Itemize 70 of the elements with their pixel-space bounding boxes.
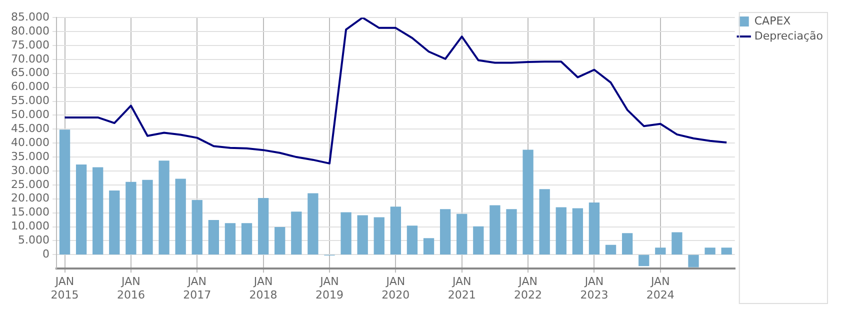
y-tick-label: 35.000: [10, 150, 50, 163]
bar: [291, 212, 302, 254]
bar: [605, 244, 616, 254]
bar: [423, 238, 434, 254]
bar: [109, 190, 120, 254]
bar: [440, 209, 451, 254]
x-tick-label: JAN 2023: [580, 275, 608, 302]
bar: [406, 226, 418, 254]
y-tick-label: 10.000: [10, 220, 50, 233]
y-tick-label: 75.000: [10, 38, 50, 52]
y-tick-label: 45.000: [10, 122, 50, 136]
legend-label: CAPEX: [754, 14, 792, 28]
bar: [655, 248, 666, 254]
y-tick-label: 25.000: [10, 178, 50, 191]
bar: [241, 223, 252, 254]
bar: [672, 232, 682, 254]
y-tick-label: 40.000: [10, 136, 50, 149]
x-tick-label: JAN 2024: [646, 275, 674, 302]
y-tick-label: 70.000: [10, 52, 50, 66]
x-tick-label: JAN 2016: [116, 275, 145, 302]
y-tick-label: 50.000: [10, 108, 50, 122]
bar: [224, 223, 236, 254]
y-tick-label: 30.000: [10, 164, 50, 177]
bar: [308, 193, 318, 254]
bar: [76, 164, 87, 254]
x-tick-label: JAN 2015: [50, 275, 79, 302]
legend-label: Depreciação: [754, 29, 824, 42]
bar: [638, 254, 650, 266]
bar: [258, 198, 269, 254]
bar: [704, 248, 716, 254]
bar: [721, 248, 732, 254]
bar: [175, 178, 186, 254]
x-tick-label: JAN 2017: [183, 275, 212, 302]
x-tick-label: JAN 2020: [382, 275, 410, 302]
bar: [390, 206, 402, 254]
bar: [357, 215, 368, 254]
bar: [142, 180, 153, 254]
bar: [192, 200, 202, 254]
x-tick-label: JAN 2021: [448, 275, 476, 302]
bar: [158, 160, 170, 254]
bar: [456, 214, 468, 254]
y-tick-label: 5.000: [18, 234, 50, 247]
bar: [473, 226, 484, 254]
bar: [92, 167, 104, 254]
y-tick-label: 15.000: [10, 206, 50, 219]
x-tick-label: JAN 2022: [514, 275, 542, 302]
y-tick-label: 55.000: [10, 94, 50, 108]
bar: [688, 254, 699, 268]
bar: [622, 233, 633, 254]
bar: [208, 220, 220, 254]
bar: [506, 209, 517, 254]
bar: [490, 205, 500, 254]
bar: [572, 208, 584, 254]
bar: [588, 202, 600, 254]
bar: [539, 189, 550, 254]
y-tick-label: 65.000: [10, 66, 50, 80]
bar: [556, 207, 566, 254]
y-tick-label: 0: [42, 248, 50, 261]
bar: [374, 217, 384, 254]
bar: [522, 150, 534, 254]
y-tick-label: 20.000: [10, 192, 50, 205]
y-tick-label: 60.000: [10, 80, 50, 94]
x-tick-label: JAN 2018: [249, 275, 278, 302]
y-tick-label: 85.000: [10, 10, 50, 24]
bar: [340, 212, 352, 254]
bar: [126, 182, 136, 254]
bar: [59, 130, 70, 254]
x-tick-label: JAN 2019: [315, 275, 344, 302]
bar: [274, 226, 286, 254]
y-tick-label: 80.000: [10, 24, 50, 38]
